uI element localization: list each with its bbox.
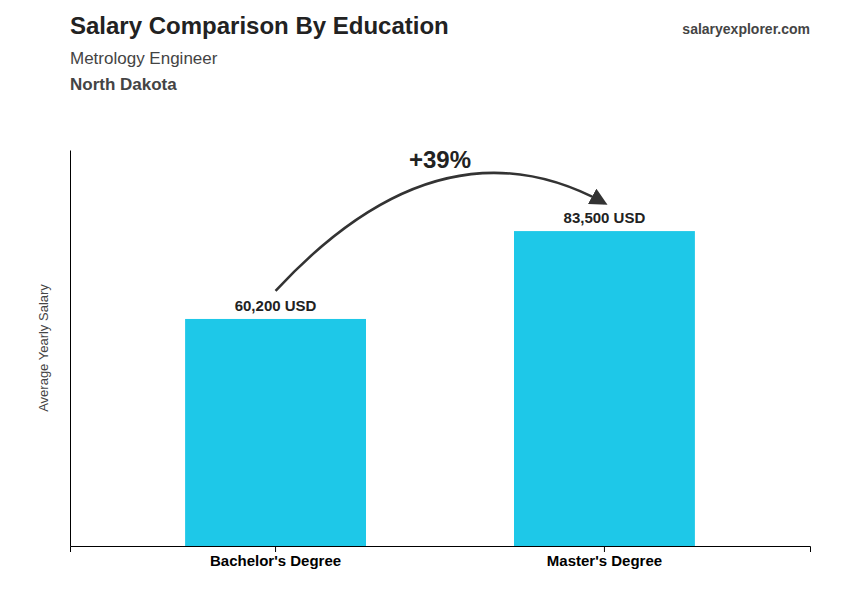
location: North Dakota [70,75,177,94]
bar [514,231,695,546]
chart: Salary Comparison By Education Metrology … [0,0,850,606]
data-label: 60,200 USD [235,297,317,314]
bar [185,319,366,546]
y-axis-title: Average Yearly Salary [36,284,51,412]
x-tick-label: Bachelor's Degree [210,552,341,569]
brand: salaryexplorer.com [682,21,810,37]
y-axis-line [70,151,71,547]
x-tick: Bachelor's Degree [210,546,341,569]
subtitle: Metrology Engineer [70,49,218,68]
plot: Bachelor's Degree Master's Degree 60,200 U… [71,146,811,569]
y-axis [70,151,71,547]
brand-part: explorer [723,21,779,37]
x-tick: Master's Degree [547,546,662,569]
arrow [276,173,605,291]
title: Salary Comparison By Education [70,12,449,39]
brand-part: salary [682,21,723,37]
x-axis-line [71,547,811,553]
x-tick-label: Master's Degree [547,552,662,569]
x-axis: Bachelor's Degree Master's Degree [71,546,811,569]
percent-label: +39% [409,146,471,173]
data-label: 83,500 USD [564,209,646,226]
brand-part: .com [777,21,810,37]
bars [185,231,695,546]
